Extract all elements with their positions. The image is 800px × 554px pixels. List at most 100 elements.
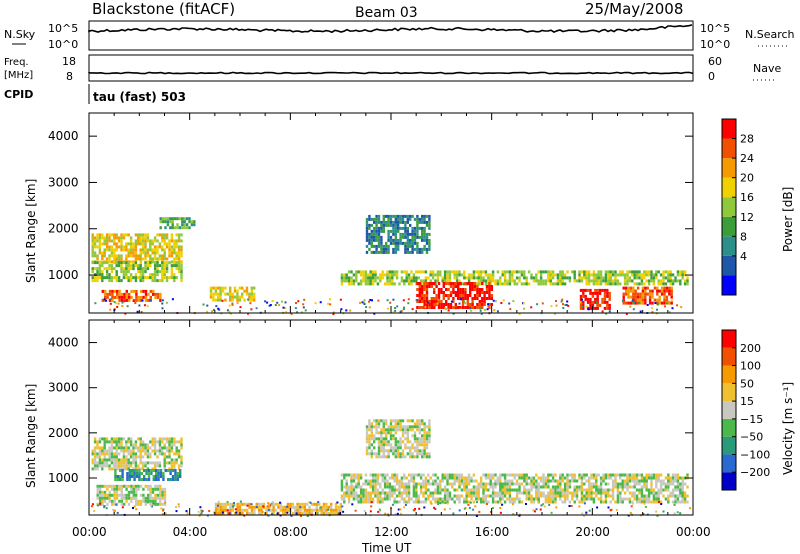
heatmap-cell xyxy=(398,488,401,492)
heatmap-cell xyxy=(375,226,378,230)
heatmap-cell xyxy=(635,479,639,483)
ytick-label: 1000 xyxy=(48,471,79,485)
heatmap-cell xyxy=(607,276,610,280)
heatmap-cell xyxy=(633,479,636,483)
heatmap-cell xyxy=(122,233,126,237)
heatmap-cell xyxy=(406,425,409,429)
heatmap-cell xyxy=(508,282,512,286)
heatmap-cell xyxy=(395,476,399,480)
heatmap-cell xyxy=(219,292,222,296)
heatmap-cell xyxy=(441,279,444,283)
heatmap-cell xyxy=(236,508,239,512)
heatmap-cell xyxy=(595,479,598,483)
heatmap-cell xyxy=(387,247,390,251)
heatmap-cell xyxy=(430,306,433,309)
heatmap-cell xyxy=(368,446,371,450)
heatmap-cell xyxy=(515,473,519,477)
heatmap-cell xyxy=(330,505,333,509)
heatmap-cell xyxy=(103,443,106,447)
freq-tick-top: 18 xyxy=(62,55,76,68)
heatmap-cell xyxy=(147,475,151,478)
heatmap-cell xyxy=(470,497,473,501)
heatmap-cell xyxy=(633,282,636,286)
heatmap-cell xyxy=(153,276,157,280)
heatmap-cell xyxy=(317,501,320,503)
heatmap-cell xyxy=(96,467,99,471)
heatmap-cell xyxy=(393,282,396,286)
heatmap-cell xyxy=(425,282,429,285)
heatmap-cell xyxy=(142,499,145,503)
heatmap-cell xyxy=(453,276,456,280)
heatmap-cell xyxy=(530,273,533,277)
heatmap-cell xyxy=(547,473,550,477)
heatmap-cell xyxy=(165,245,169,249)
heatmap-cell xyxy=(686,485,689,489)
heatmap-cell xyxy=(411,244,414,248)
heatmap-cell xyxy=(103,298,106,301)
heatmap-cell xyxy=(676,476,680,480)
heatmap-cell xyxy=(327,508,330,511)
heatmap-cell xyxy=(245,292,249,296)
heatmap-cell xyxy=(499,276,502,280)
heatmap-cell xyxy=(156,493,159,497)
heatmap-cell xyxy=(161,452,164,456)
heatmap-cell xyxy=(428,440,431,444)
heatmap-cell xyxy=(416,247,419,251)
heatmap-cell xyxy=(386,282,389,286)
heatmap-cell xyxy=(101,461,104,465)
heatmap-cell xyxy=(488,282,491,285)
heatmap-cell xyxy=(368,440,371,444)
heatmap-cell xyxy=(592,276,596,280)
heatmap-cell xyxy=(385,223,388,227)
heatmap-cell xyxy=(159,472,163,475)
heatmap-cell xyxy=(370,229,373,233)
heatmap-cell xyxy=(382,449,385,453)
heatmap-cell xyxy=(105,245,109,249)
heatmap-cell xyxy=(428,244,431,248)
heatmap-cell xyxy=(139,254,142,258)
heatmap-cell xyxy=(386,482,389,486)
heatmap-cell xyxy=(662,494,665,498)
heatmap-cell xyxy=(415,500,418,504)
heatmap-cell xyxy=(530,488,533,492)
heatmap-cell xyxy=(421,297,424,300)
heatmap-cell xyxy=(120,257,123,261)
heatmap-cell xyxy=(340,282,344,286)
heatmap-cell xyxy=(299,506,302,509)
heatmap-cell xyxy=(164,501,167,504)
heatmap-cell xyxy=(635,476,639,480)
heatmap-cell xyxy=(90,505,93,508)
heatmap-cell xyxy=(365,235,369,239)
heatmap-cell xyxy=(224,505,227,509)
heatmap-cell xyxy=(137,254,140,258)
heatmap-cell xyxy=(579,288,583,292)
heatmap-cell xyxy=(580,473,584,477)
heatmap-cell xyxy=(229,286,232,290)
heatmap-cell xyxy=(544,501,547,504)
heatmap-cell xyxy=(411,419,414,423)
heatmap-cell xyxy=(585,279,588,283)
heatmap-cell xyxy=(571,479,574,483)
heatmap-cell xyxy=(370,235,373,239)
heatmap-cell xyxy=(374,279,377,283)
heatmap-cell xyxy=(404,223,407,227)
heatmap-cell xyxy=(238,298,241,302)
heatmap-cell xyxy=(388,282,392,286)
heatmap-cell xyxy=(578,279,581,283)
heatmap-cell xyxy=(155,469,158,472)
heatmap-cell xyxy=(544,485,548,489)
heatmap-cell xyxy=(365,217,369,221)
heatmap-cell xyxy=(364,497,368,501)
heatmap-cell xyxy=(125,254,128,258)
heatmap-cell xyxy=(164,469,167,472)
heatmap-cell xyxy=(641,295,645,299)
heatmap-cell xyxy=(139,440,142,444)
heatmap-cell xyxy=(665,295,669,299)
heatmap-cell xyxy=(445,303,448,306)
heatmap-cell xyxy=(580,497,584,501)
heatmap-cell xyxy=(544,479,548,483)
heatmap-cell xyxy=(91,261,94,265)
heatmap-cell xyxy=(676,500,680,504)
heatmap-cell xyxy=(113,236,116,240)
heatmap-cell xyxy=(446,494,449,498)
